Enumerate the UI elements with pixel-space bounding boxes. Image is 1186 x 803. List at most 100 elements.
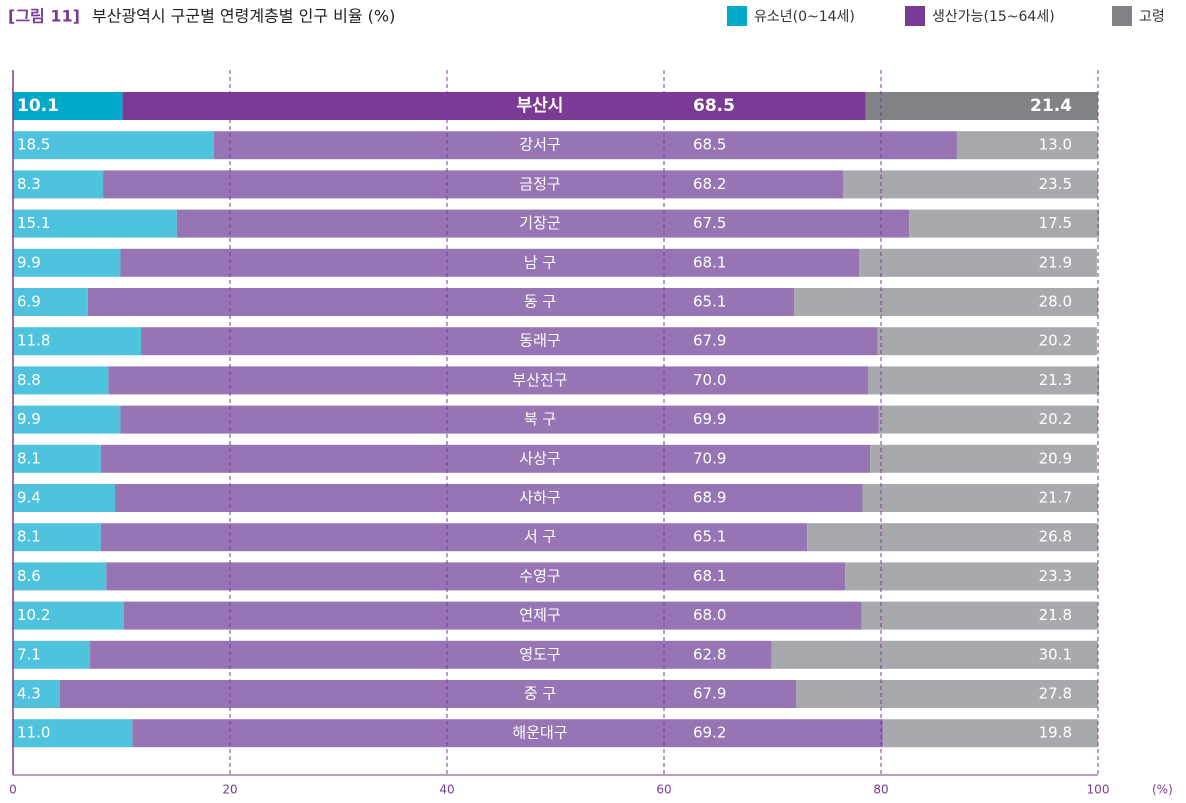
- bar-segment: [883, 719, 1098, 748]
- value-label: 70.0: [693, 371, 726, 389]
- bar-segment: [13, 170, 104, 199]
- value-label: 20.2: [1039, 332, 1072, 350]
- value-label: 20.2: [1039, 410, 1072, 428]
- category-label: 남 구: [524, 253, 556, 271]
- value-label: 8.1: [17, 449, 41, 467]
- bar-segment: [103, 170, 844, 199]
- bar-segment: [13, 719, 133, 748]
- bar-segment: [13, 209, 177, 238]
- value-label: 67.9: [693, 685, 726, 703]
- bar-segment: [13, 484, 115, 512]
- x-tick-label: 100: [1087, 783, 1110, 797]
- category-label: 연제구: [519, 606, 560, 624]
- bar-segment: [794, 288, 1098, 316]
- value-label: 20.9: [1039, 449, 1072, 467]
- figure-label: [그림 11]: [8, 7, 80, 26]
- legend-swatch: [1112, 6, 1132, 26]
- bar-segment: [867, 366, 1100, 395]
- value-label: 10.1: [17, 96, 59, 116]
- bar-segment: [176, 209, 910, 238]
- bar-segment: [120, 405, 879, 434]
- bar-segment: [861, 601, 1098, 630]
- value-label: 62.8: [693, 645, 726, 663]
- bar-segment: [59, 680, 797, 708]
- bar-segment: [13, 248, 121, 277]
- bar-segment: [13, 640, 91, 669]
- value-label: 28.0: [1039, 293, 1072, 311]
- legend-swatch: [727, 6, 747, 26]
- value-label: 30.1: [1039, 645, 1072, 663]
- bar-segment: [141, 327, 878, 356]
- value-label: 67.9: [693, 332, 726, 350]
- value-label: 21.7: [1039, 489, 1072, 507]
- category-label: 사상구: [519, 449, 560, 467]
- bar-segment: [877, 327, 1097, 356]
- bar-segment: [106, 562, 846, 591]
- bar-segment: [771, 640, 1098, 669]
- bar-segment: [87, 288, 795, 316]
- bar-segment: [123, 601, 862, 630]
- legend-label: 유소년(0~14세): [754, 9, 855, 25]
- bar-segment: [100, 523, 808, 552]
- value-label: 17.5: [1039, 214, 1072, 232]
- value-label: 23.5: [1039, 175, 1072, 193]
- value-label: 68.0: [693, 606, 726, 624]
- value-label: 68.9: [693, 489, 726, 507]
- value-label: 8.8: [17, 371, 41, 389]
- bar-segment: [100, 444, 871, 473]
- bar-segment: [870, 444, 1097, 473]
- category-label: 부산시: [517, 96, 564, 116]
- bar-segment: [13, 288, 88, 316]
- value-label: 10.2: [17, 606, 50, 624]
- value-label: 4.3: [17, 685, 41, 703]
- value-label: 19.8: [1039, 724, 1072, 742]
- value-label: 9.4: [17, 489, 41, 507]
- category-label: 동래구: [519, 332, 560, 350]
- bar-segment: [13, 131, 214, 160]
- bar-segment: [862, 484, 1098, 512]
- bar-segment: [132, 719, 884, 748]
- value-label: 13.0: [1039, 136, 1072, 154]
- value-label: 6.9: [17, 293, 41, 311]
- bar-segment: [13, 92, 123, 120]
- value-label: 9.9: [17, 410, 41, 428]
- bar-segment: [13, 680, 60, 708]
- value-label: 7.1: [17, 645, 41, 663]
- bar-segment: [13, 366, 109, 395]
- value-label: 68.5: [693, 136, 726, 154]
- value-label: 18.5: [17, 136, 50, 154]
- bar-segment: [878, 405, 1098, 434]
- bar-segment: [13, 444, 101, 473]
- x-tick-label: 20: [222, 783, 237, 797]
- category-label: 수영구: [519, 567, 560, 585]
- value-label: 8.1: [17, 528, 41, 546]
- category-label: 기장군: [519, 214, 561, 232]
- bar-segment: [13, 562, 107, 591]
- value-label: 67.5: [693, 214, 726, 232]
- value-label: 23.3: [1039, 567, 1072, 585]
- bar-segment: [122, 92, 866, 120]
- bar-segment: [13, 327, 142, 356]
- chart-title: 부산광역시 구군별 연령계층별 인구 비율 (%): [92, 7, 395, 26]
- value-label: 69.9: [693, 410, 726, 428]
- legend-label: 고령: [1139, 9, 1165, 25]
- bar-segment: [13, 405, 121, 434]
- value-label: 70.9: [693, 449, 726, 467]
- value-label: 26.8: [1039, 528, 1072, 546]
- bar-segment: [859, 248, 1097, 277]
- value-label: 65.1: [693, 528, 726, 546]
- category-label: 동 구: [524, 293, 556, 311]
- value-label: 15.1: [17, 214, 50, 232]
- x-tick-label: 80: [873, 783, 888, 797]
- bar-segment: [909, 209, 1100, 238]
- bar-segment: [90, 640, 772, 669]
- category-label: 사하구: [519, 489, 560, 507]
- bar-segment: [108, 366, 868, 395]
- bar-segment: [13, 601, 124, 630]
- x-tick-label: 40: [439, 783, 454, 797]
- bar-segment: [13, 523, 101, 552]
- value-label: 65.1: [693, 293, 726, 311]
- bar-segment: [807, 523, 1098, 552]
- category-label: 해운대구: [512, 724, 567, 742]
